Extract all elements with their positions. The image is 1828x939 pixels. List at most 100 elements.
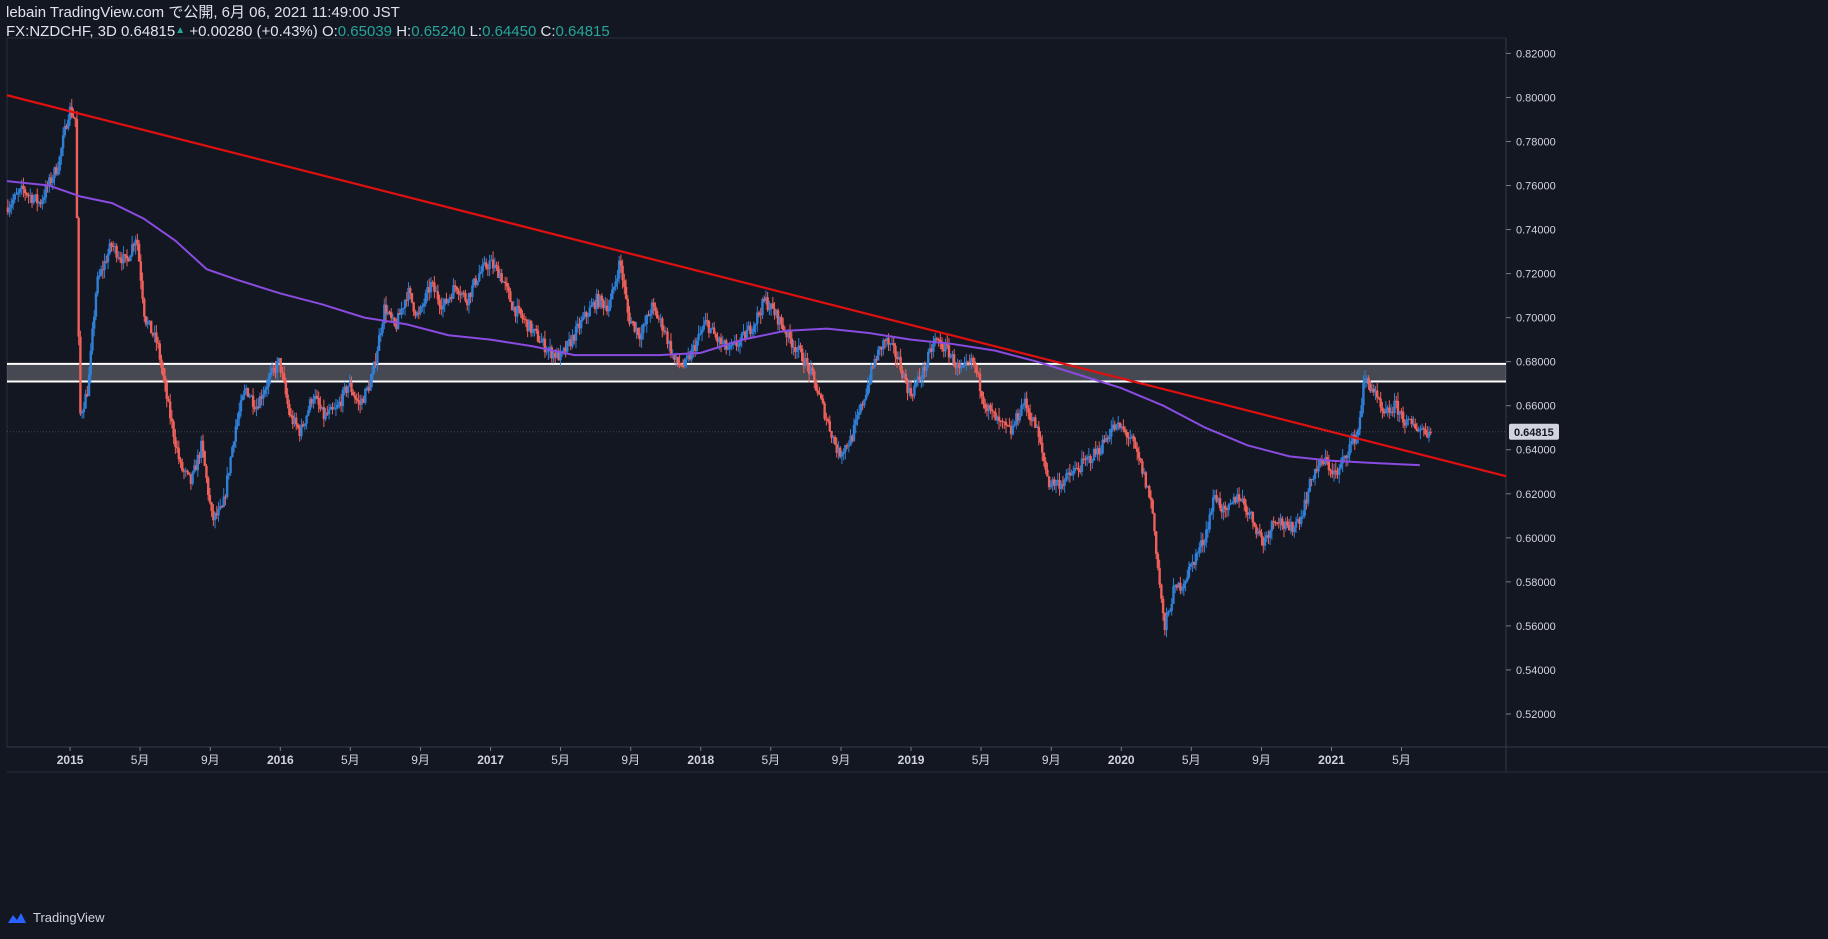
candle-body — [1132, 436, 1135, 442]
candle-body — [835, 444, 838, 453]
candle-body — [253, 406, 256, 410]
candle-body — [429, 281, 433, 293]
candle-body — [1419, 428, 1422, 431]
candle-body — [25, 193, 29, 196]
candle-body — [450, 297, 453, 299]
candle-body — [859, 403, 863, 413]
candle-body — [305, 415, 308, 424]
candle-body — [1065, 473, 1068, 480]
candle-body — [98, 275, 101, 277]
time-tick-label: 5月 — [341, 753, 360, 767]
candle-body — [84, 393, 87, 409]
candle-body — [650, 302, 654, 314]
candle-body — [913, 385, 916, 396]
candle-body — [1424, 429, 1427, 435]
candle-body — [1146, 485, 1149, 488]
candle-body — [1137, 451, 1141, 459]
candle-body — [756, 312, 759, 324]
candle-body — [963, 362, 966, 366]
candle-body — [1407, 418, 1410, 420]
candle-body — [369, 380, 372, 391]
candle-body — [345, 386, 348, 393]
candle-body — [490, 259, 493, 261]
price-tick-label: 0.74000 — [1516, 225, 1556, 237]
candle-body — [971, 357, 975, 362]
candle-body — [1191, 561, 1194, 564]
candle-body — [474, 278, 478, 286]
candle-body — [1015, 413, 1018, 425]
candle-body — [433, 282, 436, 292]
candle-body — [1018, 415, 1021, 421]
candle-body — [795, 350, 799, 352]
candle-body — [742, 331, 745, 334]
candle-body — [1172, 586, 1175, 604]
candle-body — [932, 343, 935, 352]
candle-body — [870, 366, 873, 384]
trendline[interactable] — [6, 94, 1507, 478]
candle-body — [93, 316, 96, 329]
candle-body — [1262, 537, 1265, 546]
candle-body — [1294, 521, 1298, 528]
candle-body — [29, 194, 32, 196]
candle-body — [303, 423, 307, 427]
candle-body — [1085, 456, 1089, 460]
candle-body — [75, 119, 79, 219]
candle-body — [53, 167, 56, 179]
candle-body — [1111, 424, 1115, 429]
candle-body — [949, 356, 952, 358]
candle-body — [1420, 428, 1424, 430]
candle-body — [1255, 526, 1258, 535]
candle-body — [806, 358, 809, 365]
candle-body — [737, 345, 740, 347]
candle-body — [1025, 398, 1028, 409]
candle-body — [524, 319, 528, 321]
candle-body — [989, 405, 992, 410]
candle-body — [800, 348, 804, 362]
candle-body — [635, 327, 638, 332]
candle-body — [1170, 603, 1173, 611]
candle-body — [49, 177, 53, 183]
candle-body — [1044, 461, 1047, 470]
candle-body — [307, 410, 310, 416]
time-axis[interactable]: 2015 5月 9月 2016 5月 9月 2017 5月 9月 2018 5月 9月 2019 5月 9月… — [57, 747, 1411, 767]
candle-body — [769, 303, 773, 310]
candle-body — [1293, 527, 1296, 533]
candle-body — [424, 293, 427, 304]
candle-body — [193, 465, 196, 473]
candle-body — [308, 399, 312, 411]
candle-body — [250, 395, 253, 397]
candle-body — [1258, 530, 1261, 533]
candle-body — [700, 329, 704, 334]
candle-body — [327, 409, 331, 415]
candle-body — [453, 285, 457, 288]
candle-body — [849, 435, 852, 446]
candle-body — [592, 302, 595, 306]
candle-body — [1173, 585, 1177, 587]
candle-body — [10, 204, 13, 208]
candle-body — [533, 328, 536, 330]
candle-body — [483, 262, 486, 265]
candle-body — [844, 445, 847, 452]
candle-body — [814, 379, 818, 391]
candle-body — [239, 400, 243, 412]
candle-body — [139, 261, 143, 281]
candle-body — [880, 346, 883, 350]
candle-body — [937, 338, 940, 341]
candle-body — [890, 343, 894, 345]
candle-body — [973, 361, 977, 365]
candle-body — [1008, 425, 1011, 427]
candle-body — [257, 406, 260, 409]
candle-body — [923, 366, 926, 371]
candle-body — [569, 339, 573, 347]
candle-body — [842, 451, 845, 455]
candle-body — [289, 414, 293, 416]
sr-zone[interactable] — [7, 362, 1506, 383]
candle-body — [761, 298, 764, 316]
candle-body — [780, 316, 783, 325]
candle-body — [942, 349, 945, 352]
candle-body — [87, 374, 91, 397]
footer-brand[interactable]: TradingView — [6, 910, 105, 925]
price-axis[interactable]: 0.82000 0.80000 0.78000 0.76000 0.74000 0.720… — [7, 48, 1559, 721]
candle-body — [67, 119, 70, 129]
